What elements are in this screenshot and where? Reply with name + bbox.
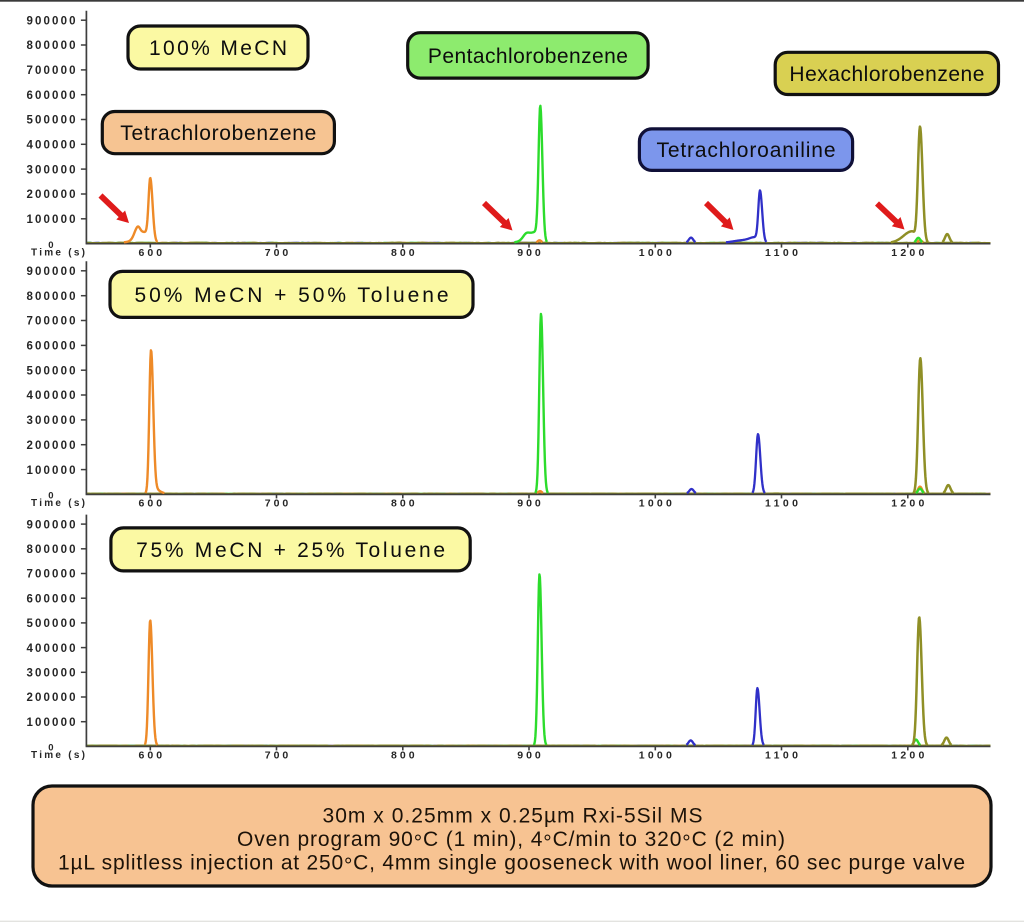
svg-text:800: 800 bbox=[391, 247, 415, 259]
svg-text:1µL splitless injection at 250: 1µL splitless injection at 250°C, 4mm si… bbox=[58, 851, 965, 877]
svg-text:900: 900 bbox=[517, 498, 541, 510]
svg-text:900: 900 bbox=[517, 750, 541, 762]
svg-text:Hexachlorobenzene: Hexachlorobenzene bbox=[789, 63, 984, 86]
svg-text:Pentachlorobenzene: Pentachlorobenzene bbox=[428, 45, 628, 68]
svg-text:75% MeCN + 25% Toluene: 75% MeCN + 25% Toluene bbox=[136, 539, 445, 562]
svg-text:700: 700 bbox=[265, 498, 289, 510]
svg-text:Time (s): Time (s) bbox=[31, 750, 85, 761]
svg-text:600: 600 bbox=[139, 247, 163, 259]
svg-text:600: 600 bbox=[139, 750, 163, 762]
svg-text:900: 900 bbox=[517, 247, 541, 259]
svg-text:700: 700 bbox=[265, 750, 289, 762]
svg-text:100% MeCN: 100% MeCN bbox=[149, 37, 287, 60]
svg-text:700: 700 bbox=[265, 247, 289, 259]
svg-text:30m x 0.25mm x 0.25µm Rxi-5Sil: 30m x 0.25mm x 0.25µm Rxi-5Sil MS bbox=[323, 804, 703, 827]
svg-text:Tetrachlorobenzene: Tetrachlorobenzene bbox=[120, 122, 316, 145]
svg-text:50% MeCN + 50% Toluene: 50% MeCN + 50% Toluene bbox=[135, 284, 449, 307]
svg-text:0: 0 bbox=[48, 240, 53, 251]
svg-text:800: 800 bbox=[391, 750, 415, 762]
svg-text:Oven program 90°C (1 min), 4°C: Oven program 90°C (1 min), 4°C/min to 32… bbox=[237, 828, 785, 854]
svg-text:Time (s): Time (s) bbox=[31, 498, 85, 509]
svg-text:0: 0 bbox=[48, 491, 53, 502]
svg-text:Time (s): Time (s) bbox=[31, 247, 85, 258]
svg-text:Tetrachloroaniline: Tetrachloroaniline bbox=[657, 139, 836, 162]
svg-text:600: 600 bbox=[139, 498, 163, 510]
svg-text:0: 0 bbox=[48, 743, 53, 754]
svg-text:800: 800 bbox=[391, 498, 415, 510]
